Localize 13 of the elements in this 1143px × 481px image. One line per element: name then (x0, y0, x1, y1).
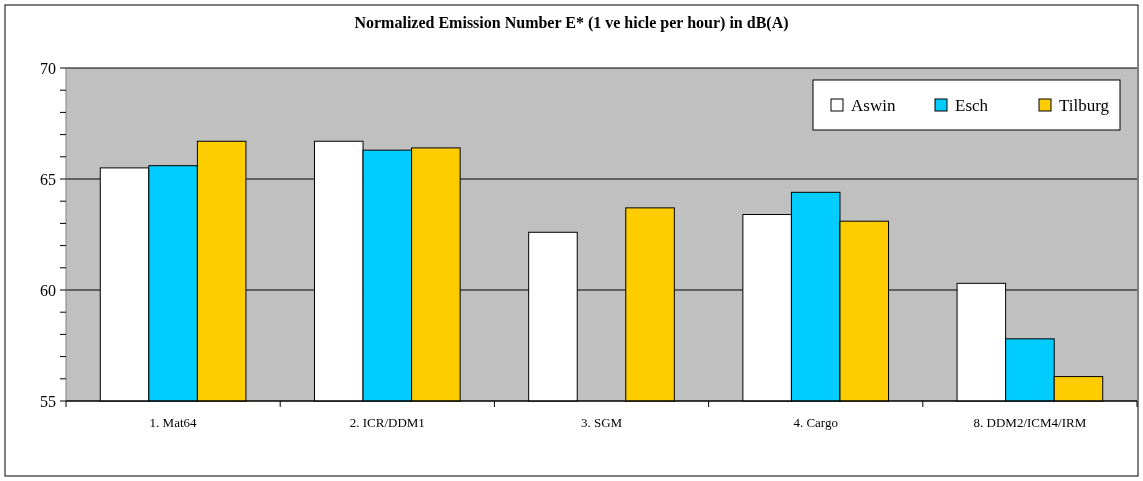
y-tick-label: 60 (40, 281, 56, 299)
legend-label: Esch (955, 95, 989, 115)
x-tick-label: 3. SGM (580, 415, 623, 430)
chart-title: Normalized Emission Number E* (1 ve hicle per hour) in dB(A) (354, 14, 789, 32)
x-tick-label: 2. ICR/DDM1 (349, 415, 425, 430)
y-tick-label: 70 (40, 59, 56, 77)
legend-label: Aswin (851, 95, 896, 115)
x-tick-label: 8. DDM2/ICM4/IRM (973, 415, 1087, 430)
y-tick-label: 65 (40, 170, 56, 188)
x-tick-label: 4. Cargo (793, 415, 838, 430)
legend-label: Tilburg (1059, 95, 1110, 115)
x-tick-label: 1. Mat64 (149, 415, 198, 430)
y-tick-label: 55 (40, 392, 56, 410)
